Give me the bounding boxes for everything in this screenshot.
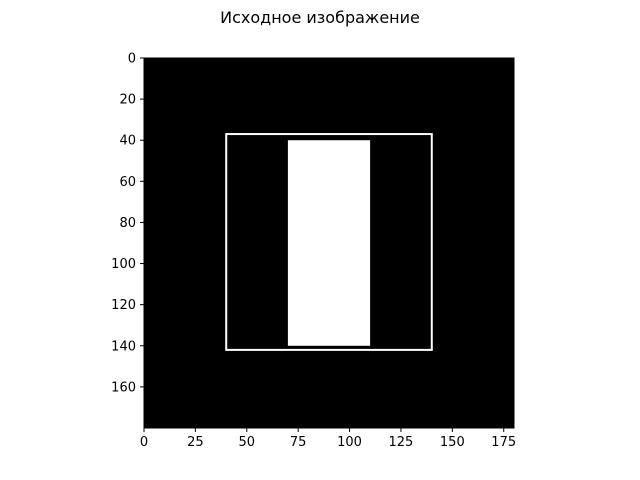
y-tick-label: 160 [111,380,136,395]
x-tick-label: 150 [440,435,465,450]
axes-frame [143,57,515,429]
y-tick-label: 80 [119,216,136,231]
x-tick-label: 50 [239,435,256,450]
y-tick-label: 60 [119,175,136,190]
x-tick-label: 0 [140,435,148,450]
x-tick-label: 25 [187,435,204,450]
chart-title: Исходное изображение [220,8,420,27]
x-tick-label: 175 [491,435,516,450]
x-tick-label: 75 [290,435,307,450]
y-tick-label: 120 [111,298,136,313]
x-tick-label: 125 [389,435,414,450]
y-tick-label: 140 [111,339,136,354]
image-rectangle-outline [225,133,433,351]
y-tick-label: 0 [128,52,136,67]
y-tick-label: 20 [119,93,136,108]
x-tick-label: 100 [337,435,362,450]
y-tick-label: 40 [119,134,136,149]
y-tick-label: 100 [111,257,136,272]
image-filled-rectangle [287,140,371,346]
